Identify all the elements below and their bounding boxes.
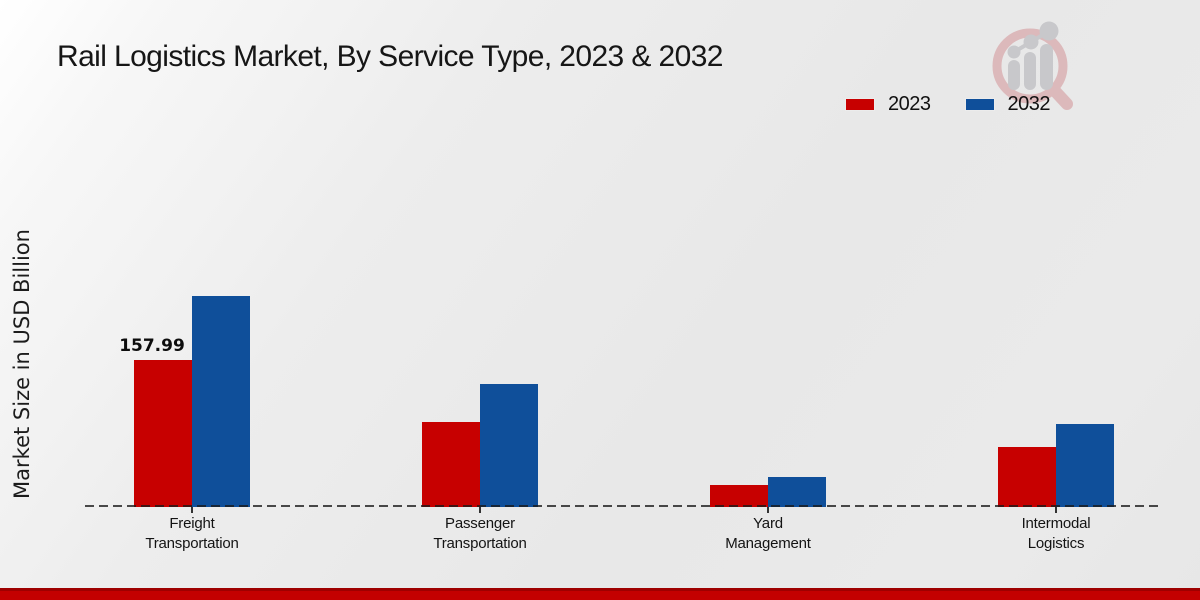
legend: 2023 2032 <box>845 93 1050 116</box>
legend-swatch-2023-icon <box>845 98 875 111</box>
bar-value-label-2023: 157.99 <box>119 336 185 356</box>
legend-swatch-2032-icon <box>964 98 995 111</box>
legend-item-2023: 2023 <box>845 93 931 116</box>
category-label-yard-management: Yard Management <box>725 515 811 552</box>
bar-2023-intermodal-logistics <box>998 447 1056 507</box>
x-tick-passenger-transportation <box>479 507 481 513</box>
x-tick-yard-management <box>767 507 769 513</box>
category-label-freight-transportation: Freight Transportation <box>145 515 239 552</box>
chart-title: Rail Logistics Market, By Service Type, … <box>57 40 723 73</box>
x-tick-intermodal-logistics <box>1055 507 1057 513</box>
footer-accent-band <box>0 588 1200 600</box>
category-label-passenger-transportation: Passenger Transportation <box>433 515 527 552</box>
bar-2023-freight-transportation <box>134 360 192 507</box>
category-label-intermodal-logistics: Intermodal Logistics <box>1021 515 1091 552</box>
legend-label-2032: 2032 <box>1007 93 1051 115</box>
bar-2032-intermodal-logistics <box>1056 424 1114 507</box>
legend-item-2032: 2032 <box>964 93 1051 116</box>
x-tick-freight-transportation <box>191 507 193 513</box>
bar-2032-freight-transportation <box>192 296 250 507</box>
bar-2023-passenger-transportation <box>422 422 480 507</box>
bar-2032-yard-management <box>768 477 826 507</box>
magnifier-chart-logo-icon <box>992 21 1073 110</box>
bar-2032-passenger-transportation <box>480 384 538 507</box>
x-axis-dashed-baseline <box>85 505 1163 507</box>
bar-2023-yard-management <box>710 485 768 507</box>
legend-label-2023: 2023 <box>888 93 931 115</box>
